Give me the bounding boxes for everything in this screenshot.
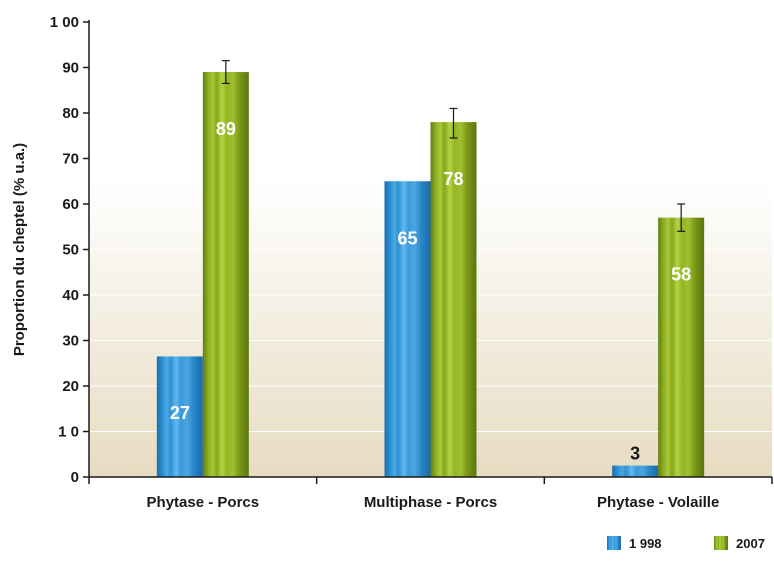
error-bar bbox=[677, 203, 686, 232]
x-category-label: Multiphase - Porcs bbox=[364, 494, 497, 511]
y-tick-label: 50 bbox=[62, 242, 79, 259]
data-label: 89 bbox=[216, 119, 236, 139]
y-tick-label: 90 bbox=[62, 60, 79, 77]
legend-swatch bbox=[714, 536, 728, 550]
bar-series2 bbox=[430, 122, 477, 477]
y-tick-label: 70 bbox=[62, 151, 79, 168]
x-category-label: Phytase - Volaille bbox=[597, 494, 719, 511]
y-tick-label: 40 bbox=[62, 287, 79, 304]
y-tick-label: 60 bbox=[62, 196, 79, 213]
y-tick-label: 1 0 bbox=[58, 424, 79, 441]
y-tick-labels: 0 1 0 20 30 40 50 60 70 80 90 1 00 bbox=[50, 14, 79, 486]
data-label: 58 bbox=[671, 265, 691, 285]
legend: 1 998 2007 bbox=[607, 536, 765, 551]
error-bar bbox=[221, 60, 230, 85]
legend-label: 2007 bbox=[736, 536, 765, 551]
y-axis-label: Proportion du cheptel (% u.a.) bbox=[11, 143, 28, 356]
y-tick-label: 30 bbox=[62, 333, 79, 350]
y-tick-label: 20 bbox=[62, 378, 79, 395]
legend-label: 1 998 bbox=[629, 536, 662, 551]
bar-series1 bbox=[612, 465, 659, 477]
data-label: 65 bbox=[397, 228, 417, 248]
bar-series1 bbox=[384, 181, 431, 477]
legend-swatch bbox=[607, 536, 621, 550]
data-label: 3 bbox=[630, 444, 640, 464]
bar-series2 bbox=[658, 217, 705, 477]
y-tick-label: 80 bbox=[62, 105, 79, 122]
data-label: 27 bbox=[170, 403, 190, 423]
axes bbox=[83, 20, 773, 484]
y-tick-label: 0 bbox=[71, 469, 79, 486]
x-category-labels: Phytase - Porcs Multiphase - Porcs Phytase… bbox=[147, 494, 720, 511]
x-category-label: Phytase - Porcs bbox=[147, 494, 260, 511]
bars: 27 89 65 78 3 58 bbox=[156, 60, 705, 478]
error-bar bbox=[449, 107, 458, 139]
data-label: 78 bbox=[443, 169, 463, 189]
bar-series2 bbox=[202, 72, 249, 478]
y-tick-label: 1 00 bbox=[50, 14, 79, 31]
bar-series1 bbox=[156, 356, 203, 477]
